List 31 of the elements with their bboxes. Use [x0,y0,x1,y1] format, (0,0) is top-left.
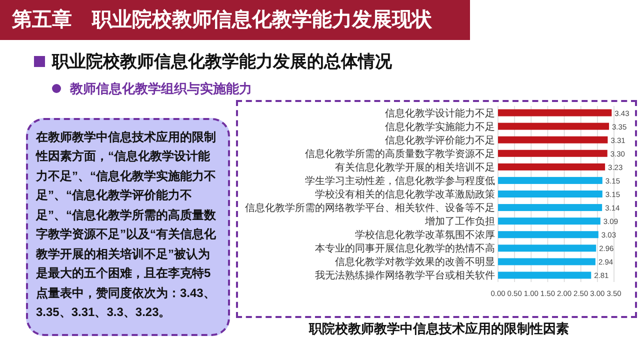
bar [498,150,608,157]
y-tick-label: 信息化教学对教学效果的改善不明显 [335,256,495,268]
y-tick-label: 有关信息化教学开展的相关培训不足 [335,161,495,174]
bar [498,163,606,170]
y-tick-label: 本专业的同事开展信息化教学的热情不高 [315,242,495,255]
bar [498,258,596,266]
bar [498,122,610,130]
text: 职业院校教师信息化教学能力发展的总体情况 [52,51,392,73]
bar [498,231,598,238]
y-tick-label: 学生学习主动性差，信息化教学参与程度低 [305,174,495,187]
y-tick-label: 信息化教学所需的网络教学平台、相关软件、设备等不足 [245,202,495,214]
bar [498,109,612,116]
y-tick-label: 信息化教学所需的高质量数字教学资源不足 [305,148,495,160]
text: 教师信息化教学组织与实施能力 [70,80,252,98]
y-tick-label: 学校信息化教学改革氛围不浓厚 [355,229,495,242]
y-tick-label: 增加了工作负担 [424,216,495,228]
text: 第五章 职业院校教师信息化教学能力发展现状 [0,0,470,40]
bar [498,136,608,144]
bar [498,190,602,198]
y-tick-label: 信息化教学评价能力不足 [385,134,495,146]
bar [498,204,602,212]
y-tick-label: 我无法熟练操作网络教学平台或相关软件 [315,270,495,282]
bar [498,218,600,225]
bar [498,244,596,252]
bar [498,176,602,184]
y-tick-label: 信息化教学实施能力不足 [385,120,495,133]
y-tick-label: 学校没有相关的信息化教学改革激励政策 [315,188,495,200]
y-tick-label: 信息化教学设计能力不足 [385,107,495,120]
bar [498,272,592,279]
text: 在教师教学中信息技术应用的限制性因素方面，“信息化教学设计能力不足”、“信息化教学实施能力不足”、“信息化教学评价能力不足”、“信息化教学所需的高质量数字教学资源不足”以及“有关信息化教学开展的相关培训不足”被认为是最大的五个困难，且在李克特5点量表中，赞同度依次为：3.43、3.35、3.31、3.3、3.23。 [36,130,216,319]
text: 职院校教师教学中信息技术应用的限制性因素 [308,320,570,338]
